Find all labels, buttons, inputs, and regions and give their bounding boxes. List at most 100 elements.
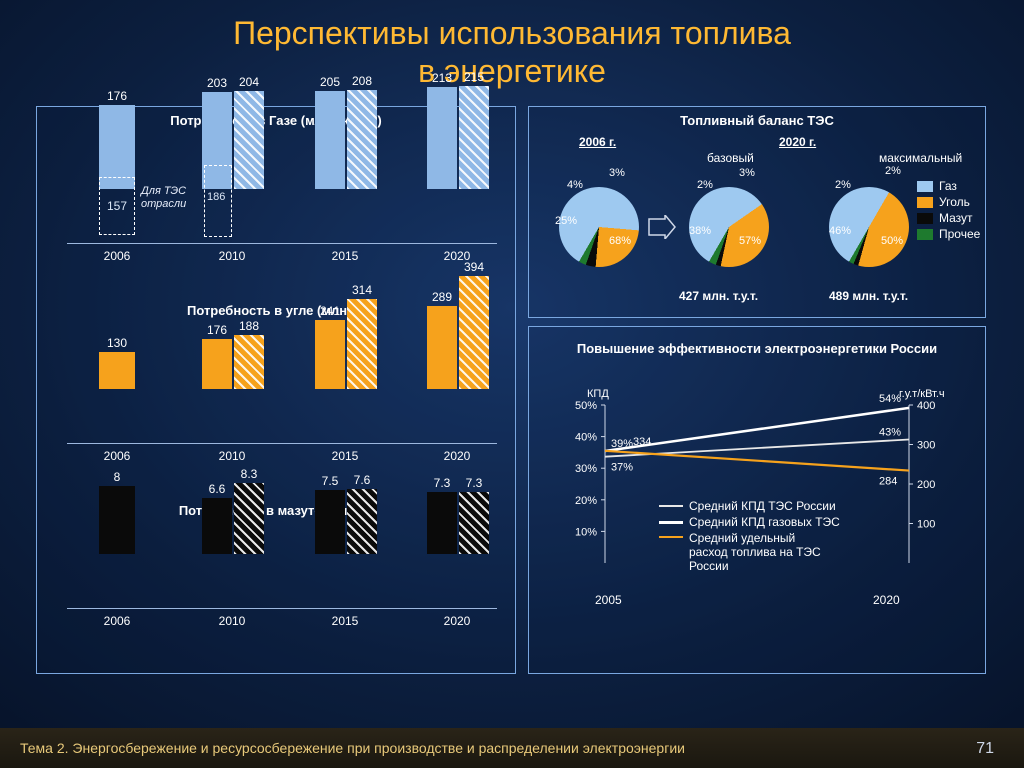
legend-item: Мазут	[917, 211, 980, 225]
label-max: максимальный	[879, 151, 962, 165]
bar	[99, 352, 135, 389]
legend-text: Прочее	[939, 227, 980, 241]
bar-value: 203	[199, 76, 235, 90]
category-label: 2006	[104, 614, 131, 628]
label-base: базовый	[707, 151, 754, 165]
bar-value: 7.3	[424, 476, 460, 490]
footer-text: Тема 2. Энергосбережение и ресурсосбереж…	[20, 740, 685, 756]
category-label: 2006	[104, 249, 131, 263]
bar	[234, 335, 264, 389]
svg-text:43%: 43%	[879, 426, 901, 438]
bar	[459, 492, 489, 554]
slice-label: 68%	[609, 235, 631, 247]
page-number: 71	[976, 740, 994, 758]
bar-value: 176	[199, 323, 235, 337]
legend-swatch	[917, 197, 933, 208]
svg-text:39%: 39%	[611, 438, 633, 450]
inner-value: 157	[107, 199, 127, 213]
legend-text: Газ	[939, 179, 957, 193]
slice-label: 38%	[689, 225, 711, 237]
efficiency-panel: Повышение эффективности электроэнергетик…	[528, 326, 986, 674]
bar	[202, 498, 232, 554]
legend-item: Средний КПД газовых ТЭС	[659, 515, 840, 529]
bar	[234, 483, 264, 554]
legend-item: Средний КПД ТЭС России	[659, 499, 840, 513]
coal-section: Потребность в угле (млн. т)1302006176188…	[37, 297, 515, 497]
slice-label: 4%	[567, 179, 583, 191]
category-label: 2010	[219, 614, 246, 628]
bar	[202, 339, 232, 389]
legend-swatch	[917, 229, 933, 240]
category-label: 2006	[104, 449, 131, 463]
category-label: 2010	[219, 449, 246, 463]
svg-text:20%: 20%	[575, 495, 597, 507]
svg-text:200: 200	[917, 479, 935, 491]
footer-bar: Тема 2. Энергосбережение и ресурсосбереж…	[0, 728, 1024, 768]
bar-value: 204	[231, 75, 267, 89]
bar-value: 6.6	[199, 482, 235, 496]
legend-line	[659, 521, 683, 524]
legend-item: Газ	[917, 179, 980, 193]
x-end: 2020	[873, 593, 900, 607]
slide-title: Перспективы использования топливав энерг…	[0, 0, 1024, 101]
bar-value: 205	[312, 75, 348, 89]
bar	[459, 86, 489, 189]
legend-item: Средний удельныйрасход топлива на ТЭСРос…	[659, 531, 840, 573]
category-label: 2015	[332, 249, 359, 263]
arrow-icon	[647, 215, 677, 244]
svg-text:30%: 30%	[575, 463, 597, 475]
left-panel: Потребность в Газе (млрд.куб.м)176200620…	[36, 106, 516, 674]
bar-value: 7.5	[312, 474, 348, 488]
eff-legend: Средний КПД ТЭС России Средний КПД газов…	[659, 497, 840, 575]
category-label: 2015	[332, 614, 359, 628]
year-2020: 2020 г.	[779, 135, 816, 149]
svg-text:334: 334	[633, 436, 651, 448]
slice-label: 3%	[739, 167, 755, 179]
bar	[347, 299, 377, 389]
bar	[234, 91, 264, 189]
svg-text:300: 300	[917, 440, 935, 452]
legend-swatch	[917, 213, 933, 224]
bar-value: 213	[424, 71, 460, 85]
svg-text:400: 400	[917, 400, 935, 412]
legend-text: Средний КПД ТЭС России	[689, 499, 836, 513]
caption-base: 427 млн. т.у.т.	[679, 289, 758, 303]
bar	[315, 91, 345, 189]
slice-label: 25%	[555, 215, 577, 227]
legend-text: Средний удельныйрасход топлива на ТЭСРос…	[689, 531, 821, 573]
bar	[427, 306, 457, 389]
slice-label: 3%	[609, 167, 625, 179]
category-label: 2015	[332, 449, 359, 463]
svg-text:50%: 50%	[575, 400, 597, 412]
bar	[99, 486, 135, 554]
category-label: 2010	[219, 249, 246, 263]
bar	[459, 276, 489, 389]
legend-item: Уголь	[917, 195, 980, 209]
bar	[315, 320, 345, 389]
gas-note: Для ТЭСотрасли	[141, 185, 186, 211]
legend-text: Средний КПД газовых ТЭС	[689, 515, 840, 529]
bar	[427, 492, 457, 554]
caption-max: 489 млн. т.у.т.	[829, 289, 908, 303]
pie-chart	[559, 187, 639, 267]
svg-text:КПД: КПД	[587, 388, 609, 400]
bar-value: 241	[312, 304, 348, 318]
category-label: 2020	[444, 449, 471, 463]
bar	[347, 90, 377, 189]
eff-title: Повышение эффективности электроэнергетик…	[529, 333, 985, 356]
bar-value: 8	[99, 470, 135, 484]
pie-panel: Топливный баланс ТЭС2006 г.2020 г.базовы…	[528, 106, 986, 318]
bar-value: 208	[344, 74, 380, 88]
legend-swatch	[917, 181, 933, 192]
bar-value: 130	[99, 336, 135, 350]
svg-text:54%: 54%	[879, 393, 901, 405]
bar-value: 8.3	[231, 467, 267, 481]
slice-label: 2%	[835, 179, 851, 191]
gas-section: Потребность в Газе (млрд.куб.м)176200620…	[37, 107, 515, 297]
bar-value: 188	[231, 319, 267, 333]
legend-line	[659, 536, 683, 538]
legend-text: Мазут	[939, 211, 973, 225]
year-2006: 2006 г.	[579, 135, 616, 149]
svg-text:284: 284	[879, 476, 897, 488]
legend-item: Прочее	[917, 227, 980, 241]
